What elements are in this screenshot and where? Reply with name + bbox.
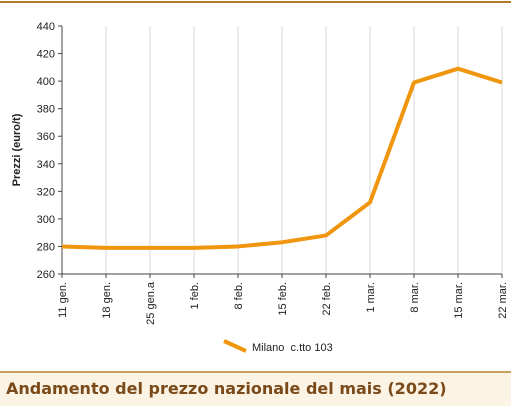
y-tick-label: 420 [37, 49, 55, 61]
x-tick-label: 1 mar. [365, 282, 377, 313]
y-tick-label: 260 [37, 269, 55, 281]
x-tick-label: 25 gen.a [145, 281, 157, 325]
y-axis-label: Prezzi (euro/t) [11, 113, 23, 186]
y-tick-label: 400 [37, 76, 55, 88]
legend-swatch [223, 339, 247, 353]
y-tick-label: 440 [37, 21, 55, 33]
x-tick-label: 15 mar. [453, 282, 465, 319]
x-tick-label: 8 feb. [233, 282, 245, 310]
x-tick-label: 15 feb. [277, 282, 289, 316]
x-tick-label: 22 mar. [497, 282, 509, 319]
y-tick-label: 300 [37, 214, 55, 226]
x-tick-label: 8 mar. [409, 282, 421, 313]
x-tick-label: 18 gen. [101, 282, 113, 319]
chart-title: Andamento del prezzo nazionale del mais … [6, 379, 447, 398]
y-tick-label: 380 [37, 104, 55, 116]
y-tick-label: 280 [37, 241, 55, 253]
x-tick-label: 22 feb. [321, 282, 333, 316]
y-tick-label: 340 [37, 159, 55, 171]
legend-label: Milano c.tto 103 [252, 342, 333, 354]
x-tick-label: 11 gen. [57, 282, 69, 318]
series-line [61, 66, 503, 250]
title-bar [0, 372, 511, 406]
y-tick-label: 320 [37, 186, 55, 198]
x-tick-label: 1 feb. [189, 282, 201, 310]
y-tick-label: 360 [37, 131, 55, 143]
